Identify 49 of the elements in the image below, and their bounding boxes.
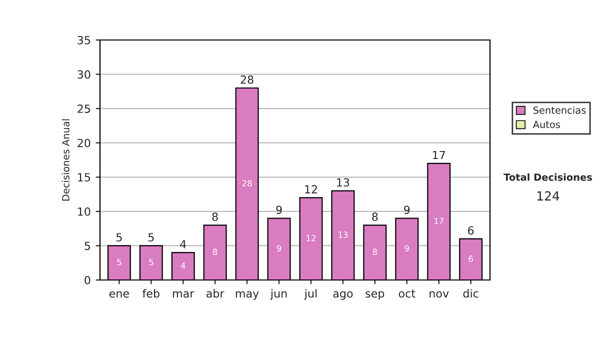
data-label: 5 <box>117 259 122 266</box>
text: Total Decisiones <box>504 173 592 181</box>
data-label: 28 <box>242 180 252 186</box>
total-label: 8 <box>372 212 378 221</box>
y-axis-title: Decisiones Anual <box>62 119 70 201</box>
y-tick-label: 20 <box>78 138 90 148</box>
x-tick-label: oct <box>398 290 416 298</box>
x-tick-label: nov <box>430 291 449 298</box>
x-tick-label: feb <box>142 289 160 298</box>
data-label: 9 <box>276 245 282 252</box>
total-label: 9 <box>404 206 410 214</box>
data-label: 4 <box>180 262 186 269</box>
x-tick-label: abr <box>206 289 224 298</box>
data-label: 9 <box>404 245 409 252</box>
total-label: 4 <box>180 240 186 248</box>
total-label: 12 <box>305 185 317 194</box>
y-tick-label: 30 <box>78 70 90 79</box>
data-label: 17 <box>434 218 444 224</box>
total-label: 28 <box>240 75 254 84</box>
x-tick-label: jul <box>304 289 317 300</box>
text: 124 <box>537 191 560 200</box>
y-tick-label: 10 <box>78 207 90 216</box>
total-label: 5 <box>148 233 154 242</box>
total-label: 13 <box>337 178 350 187</box>
y-tick-label: 5 <box>84 242 90 250</box>
y-tick-label: 25 <box>78 104 90 113</box>
legend-label: Autos <box>532 120 560 128</box>
x-tick-label: ago <box>333 291 353 300</box>
data-label: 8 <box>212 248 218 255</box>
data-label: 5 <box>149 259 154 266</box>
total-label: 8 <box>212 212 218 221</box>
x-tick-label: ene <box>109 291 129 298</box>
total-label: 6 <box>468 226 474 235</box>
y-tick-label: 15 <box>78 173 90 182</box>
x-tick-label: jun <box>270 289 287 300</box>
legend-label: Sentencias <box>533 106 586 114</box>
x-tick-label: dic <box>463 289 478 298</box>
y-tick-label: 0 <box>84 276 90 284</box>
x-tick-label: may <box>236 291 259 300</box>
data-label: 8 <box>372 248 377 255</box>
y-tick-label: 35 <box>78 36 90 44</box>
x-tick-label: mar <box>173 291 194 298</box>
total-label: 17 <box>433 150 445 160</box>
total-label: 5 <box>116 233 122 242</box>
data-label: 12 <box>306 234 316 242</box>
data-label: 13 <box>338 232 348 238</box>
total-label: 9 <box>276 206 282 214</box>
data-label: 6 <box>468 256 473 262</box>
x-tick-label: sep <box>366 291 384 300</box>
